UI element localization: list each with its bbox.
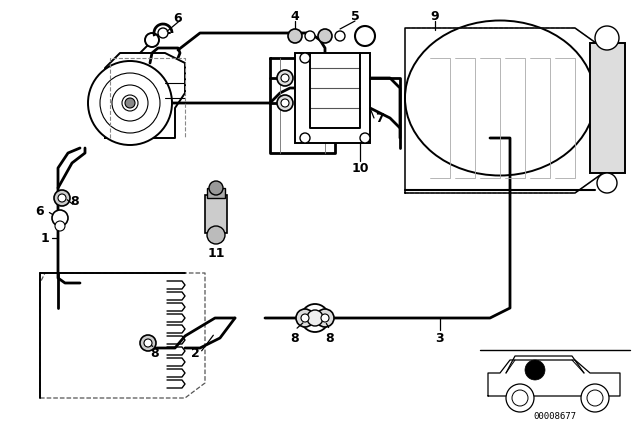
Circle shape	[209, 181, 223, 195]
Circle shape	[581, 384, 609, 412]
Text: 2: 2	[191, 346, 200, 359]
Text: 00008677: 00008677	[534, 412, 577, 421]
Circle shape	[597, 173, 617, 193]
Text: 5: 5	[351, 9, 360, 22]
Text: 8: 8	[326, 332, 334, 345]
Circle shape	[316, 309, 334, 327]
Bar	[295, 53, 370, 143]
Text: 1: 1	[40, 232, 49, 245]
Circle shape	[355, 26, 375, 46]
Circle shape	[88, 61, 172, 145]
Circle shape	[300, 53, 310, 63]
Circle shape	[158, 28, 168, 38]
Circle shape	[335, 31, 345, 41]
Circle shape	[55, 221, 65, 231]
Circle shape	[301, 314, 309, 322]
Circle shape	[112, 85, 148, 121]
Circle shape	[301, 304, 329, 332]
Circle shape	[277, 95, 293, 111]
Circle shape	[58, 194, 66, 202]
Circle shape	[122, 95, 138, 111]
Circle shape	[207, 226, 225, 244]
Circle shape	[145, 33, 159, 47]
Text: 10: 10	[351, 161, 369, 175]
Text: 9: 9	[431, 9, 439, 22]
Circle shape	[277, 70, 293, 86]
Circle shape	[318, 29, 332, 43]
Circle shape	[300, 133, 310, 143]
Circle shape	[125, 98, 135, 108]
Circle shape	[281, 99, 289, 107]
Bar	[590, 43, 625, 173]
Circle shape	[587, 390, 603, 406]
Circle shape	[506, 384, 534, 412]
Circle shape	[525, 360, 545, 380]
Circle shape	[140, 335, 156, 351]
Text: 6: 6	[36, 204, 44, 217]
Bar	[205, 195, 227, 233]
Text: 6: 6	[173, 12, 182, 25]
Text: 7: 7	[376, 112, 385, 125]
Circle shape	[307, 310, 323, 326]
Circle shape	[144, 339, 152, 347]
Circle shape	[281, 74, 289, 82]
Circle shape	[595, 26, 619, 50]
Text: 11: 11	[207, 246, 225, 259]
Text: 3: 3	[436, 332, 444, 345]
Circle shape	[100, 73, 160, 133]
Text: 8: 8	[150, 346, 159, 359]
Text: 4: 4	[291, 9, 300, 22]
Circle shape	[54, 190, 70, 206]
Bar	[207, 188, 225, 198]
Text: 8: 8	[291, 332, 300, 345]
Circle shape	[288, 29, 302, 43]
Circle shape	[296, 309, 314, 327]
Circle shape	[512, 390, 528, 406]
Circle shape	[321, 314, 329, 322]
Circle shape	[360, 133, 370, 143]
Text: 8: 8	[70, 194, 79, 207]
Circle shape	[52, 210, 68, 226]
Circle shape	[305, 31, 315, 41]
Ellipse shape	[405, 21, 595, 176]
